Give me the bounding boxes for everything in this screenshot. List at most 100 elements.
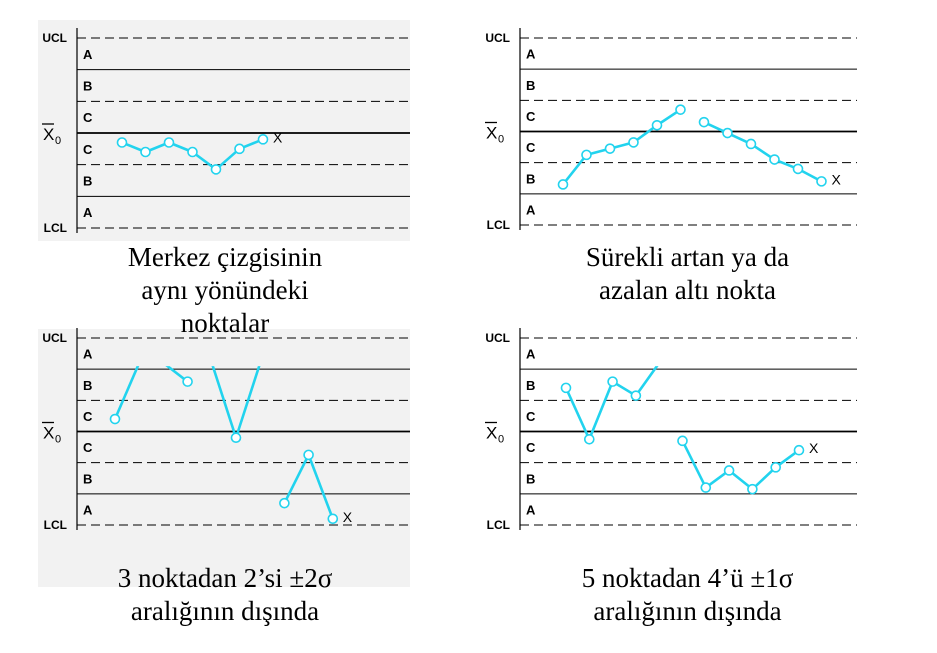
data-point — [792, 163, 804, 175]
data-point — [628, 137, 639, 148]
center-line-label: X — [43, 125, 54, 144]
data-point — [230, 432, 242, 444]
series-line — [681, 440, 800, 491]
data-point — [557, 179, 569, 190]
zone-label: A — [83, 47, 93, 62]
center-line-label-subscript: 0 — [498, 134, 504, 146]
caption-bottom-right-line-1: 5 noktadan 4’ü ±1σ — [581, 563, 794, 593]
data-point — [607, 376, 618, 387]
zone-label: C — [83, 440, 93, 455]
data-series — [560, 366, 659, 445]
zone-label: C — [526, 109, 536, 124]
zone-label: B — [526, 471, 535, 486]
center-line-label: X — [486, 424, 497, 443]
data-point — [182, 376, 193, 387]
data-point — [745, 138, 757, 150]
data-point — [210, 164, 222, 175]
caption-bottom-left: 3 noktadan 2’si ±2σ aralığının dışında — [40, 562, 410, 628]
data-point — [560, 382, 572, 394]
caption-top-left-line-3: noktalar — [180, 308, 270, 338]
data-point — [583, 433, 595, 445]
zone-label: C — [83, 409, 93, 424]
data-point — [816, 176, 827, 187]
data-point — [116, 137, 128, 148]
data-point — [279, 497, 290, 509]
data-series — [211, 366, 261, 444]
data-series — [165, 366, 193, 387]
data-point — [109, 413, 121, 425]
caption-top-right-line-2: azalan altı nokta — [599, 275, 776, 305]
series-line — [561, 108, 682, 186]
data-point — [140, 146, 151, 158]
lcl-label: LCL — [487, 518, 510, 532]
zone-label: A — [526, 502, 536, 517]
caption-top-left: Merkez çizgisinin aynı yönündeki noktala… — [40, 241, 410, 340]
data-series — [116, 134, 269, 175]
data-point — [723, 465, 735, 476]
data-point — [677, 435, 688, 447]
data-point — [651, 119, 663, 131]
panel-shading — [38, 329, 410, 587]
data-point — [581, 149, 592, 161]
data-point — [675, 104, 686, 115]
zone-label: C — [83, 110, 93, 125]
caption-top-left-line-2: aynı yönündeki — [141, 275, 309, 305]
zone-label: A — [83, 205, 93, 220]
center-line-label-subscript: 0 — [55, 135, 61, 147]
ucl-label: UCL — [485, 31, 510, 45]
data-point — [630, 390, 642, 401]
zone-label: C — [526, 409, 536, 424]
lcl-label: LCL — [44, 518, 67, 532]
data-point — [700, 482, 712, 493]
zone-label: A — [526, 347, 536, 362]
zone-label: A — [526, 47, 536, 62]
ucl-label: UCL — [42, 331, 67, 345]
zone-label: B — [526, 78, 535, 93]
zone-label: C — [526, 140, 536, 155]
data-series — [109, 366, 140, 425]
caption-top-left-line-1: Merkez çizgisinin — [127, 242, 323, 272]
data-series — [279, 449, 339, 525]
violation-marker: X — [832, 171, 842, 187]
zone-label: B — [526, 378, 535, 393]
series-line — [564, 366, 659, 441]
zone-label: B — [83, 378, 92, 393]
data-point — [234, 143, 245, 155]
data-point — [187, 146, 198, 158]
data-series — [677, 435, 805, 495]
zone-label: B — [83, 174, 92, 189]
violation-marker: X — [343, 509, 353, 525]
data-series — [698, 116, 827, 187]
caption-bottom-right: 5 noktadan 4’ü ±1σ aralığının dışında — [505, 562, 870, 628]
center-line-label-subscript: 0 — [55, 434, 61, 446]
ucl-label: UCL — [485, 331, 510, 345]
ucl-label: UCL — [42, 31, 67, 45]
caption-top-right-line-1: Sürekli artan ya da — [585, 242, 790, 272]
center-line-label: X — [43, 424, 54, 443]
violation-marker: X — [809, 440, 819, 456]
lcl-label: LCL — [487, 218, 510, 232]
data-point — [604, 143, 616, 154]
zone-label: A — [83, 347, 93, 362]
caption-bottom-left-line-1: 3 noktadan 2’si ±2σ — [117, 563, 333, 593]
caption-bottom-right-line-2: aralığının dışında — [593, 596, 782, 626]
zone-label: B — [83, 79, 92, 94]
series-line — [113, 366, 140, 420]
data-point — [163, 137, 175, 148]
panel-shading — [38, 20, 410, 241]
data-point — [770, 462, 782, 473]
data-point — [769, 154, 780, 165]
zone-label: C — [83, 142, 93, 157]
caption-top-right: Sürekli artan ya da azalan altı nokta — [505, 241, 870, 307]
center-line-label-subscript: 0 — [498, 434, 504, 446]
data-point — [303, 449, 314, 461]
zone-label: B — [83, 471, 92, 486]
lcl-label: LCL — [44, 221, 67, 235]
zone-label: C — [526, 440, 536, 455]
data-point — [793, 444, 805, 456]
